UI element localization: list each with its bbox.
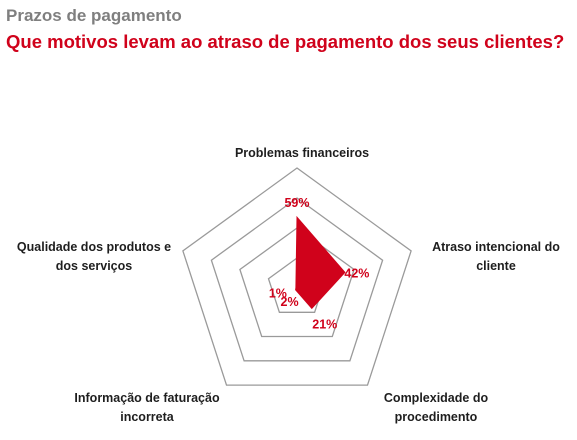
category-label-line: Informação de faturação xyxy=(74,391,220,405)
category-label-line: Complexidade do xyxy=(384,391,489,405)
grid-ring-3 xyxy=(210,197,384,362)
category-label: Qualidade dos produtos e dos serviços xyxy=(17,240,171,273)
value-label: 42% xyxy=(344,266,369,280)
grid-ring-2 xyxy=(239,227,355,338)
chart-title: Que motivos levam ao atraso de pagamento… xyxy=(6,31,565,52)
value-label: 21% xyxy=(312,317,337,331)
category-label-line: procedimento xyxy=(395,410,478,424)
category-label: Atraso intencional do cliente xyxy=(432,240,560,273)
category-label-line: cliente xyxy=(476,259,516,273)
value-label: 59% xyxy=(284,196,309,210)
category-label: Informação de faturação incorreta xyxy=(74,391,220,424)
category-label: Problemas financeiros xyxy=(235,146,369,160)
category-labels: Problemas financeiros Atraso intencional … xyxy=(17,146,560,424)
radar-grid xyxy=(182,167,412,386)
category-label-line: incorreta xyxy=(120,410,175,424)
grid-ring-4 xyxy=(182,167,412,386)
value-label: 1% xyxy=(269,287,287,301)
value-labels: 59% 42% 21% 2%1% xyxy=(269,196,370,331)
category-label: Complexidade do procedimento xyxy=(384,391,489,424)
value-label: 2% xyxy=(281,295,299,309)
category-label-line: Qualidade dos produtos e xyxy=(17,240,171,254)
category-label-line: Problemas financeiros xyxy=(235,146,369,160)
section-eyebrow: Prazos de pagamento xyxy=(6,6,182,25)
radar-data xyxy=(295,215,346,310)
data-area xyxy=(295,215,346,310)
category-label-line: Atraso intencional do xyxy=(432,240,560,254)
category-label-line: dos serviços xyxy=(56,259,132,273)
